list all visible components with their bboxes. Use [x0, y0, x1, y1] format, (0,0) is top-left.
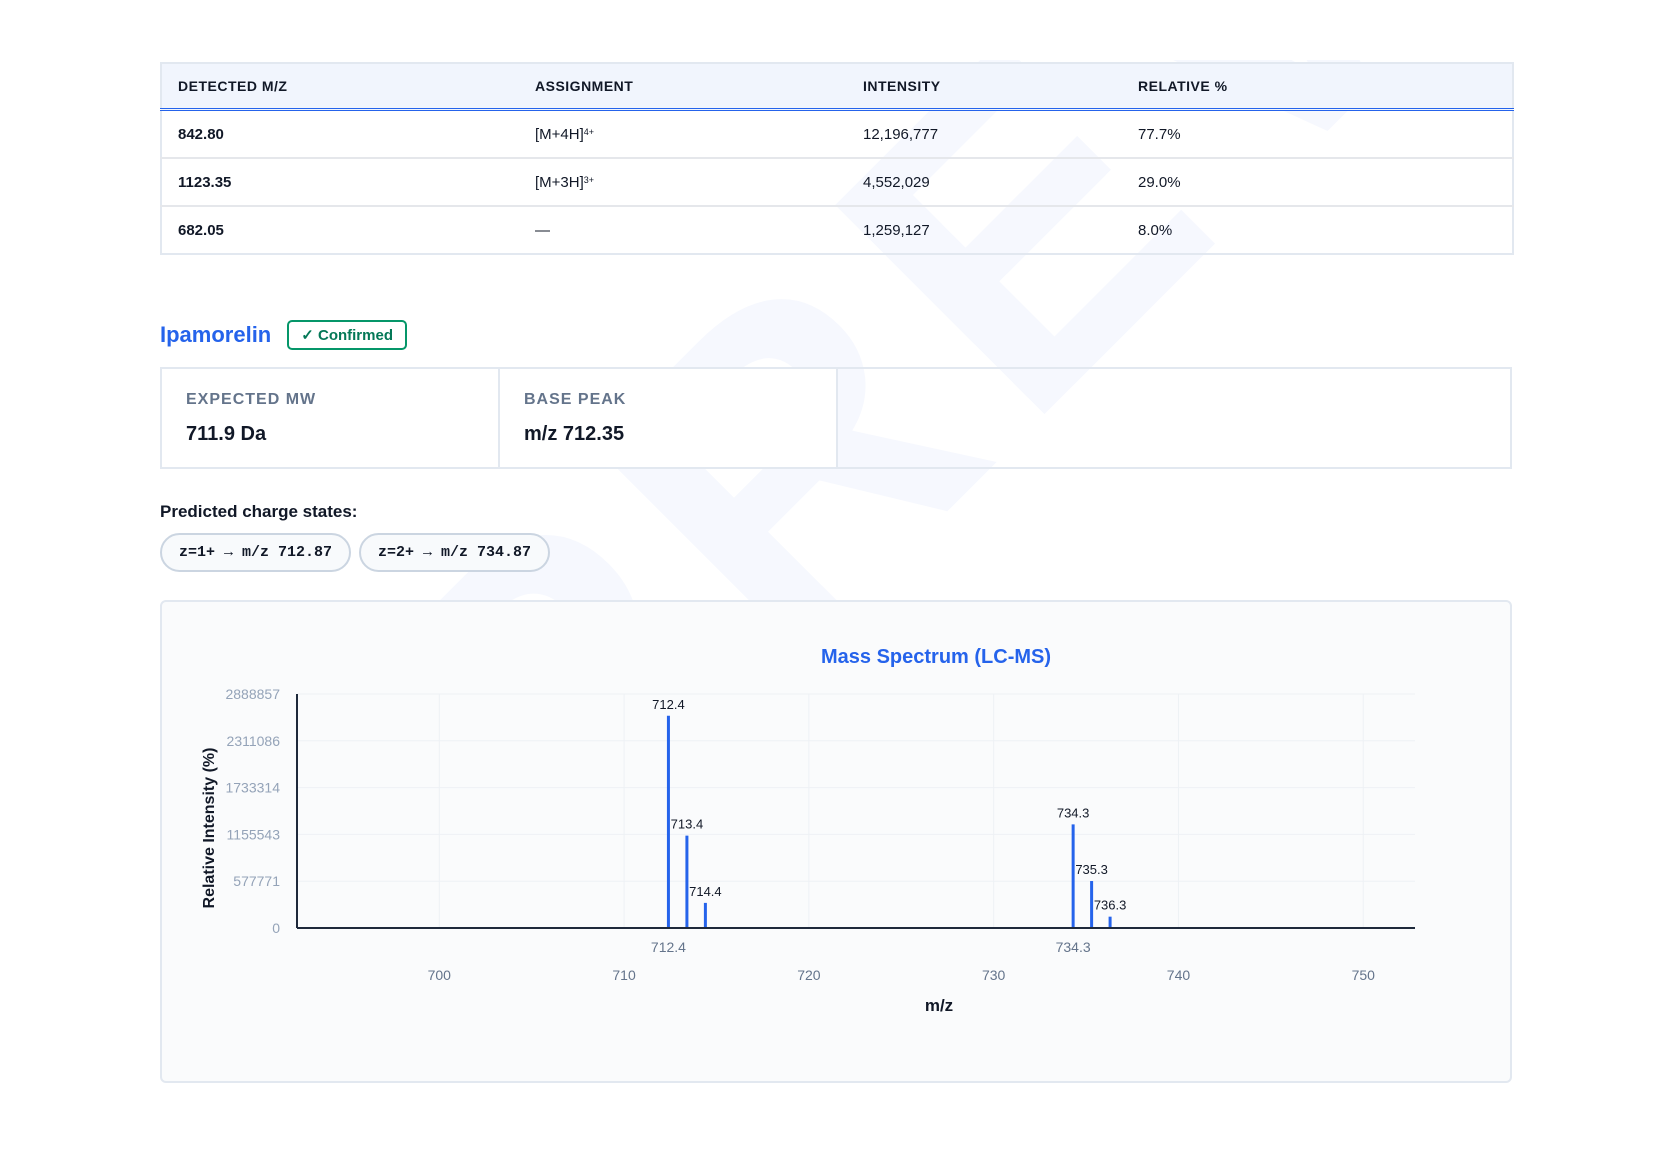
assignment-charge: 3+ [583, 174, 595, 185]
cell-relative: 8.0% [1138, 221, 1173, 239]
assignment-base: — [535, 221, 550, 239]
peptide-header: Ipamorelin ✓ Confirmed [160, 320, 407, 350]
results-table: DETECTED M/Z ASSIGNMENT INTENSITY RELATI… [160, 62, 1514, 255]
assignment-charge: 4+ [583, 126, 595, 137]
cell-assignment: — [519, 206, 847, 254]
column-header-relative: RELATIVE % [1122, 63, 1513, 111]
peak-label: 714.4 [689, 884, 722, 899]
assignment-base: [M+3H] [535, 173, 584, 191]
table-header-row: DETECTED M/Z ASSIGNMENT INTENSITY RELATI… [161, 63, 1513, 111]
stat-value: m/z 712.35 [524, 423, 625, 445]
axis-ticks: 0 577771 1155543 1733314 2311086 2888857 700 71… [225, 686, 1375, 983]
peak-label: 734.3 [1057, 805, 1090, 820]
column-header-detected-mz: DETECTED M/Z [161, 63, 519, 111]
mass-spectrum-card: Mass Spectrum (LC-MS) Relative Intensity… [160, 600, 1512, 1083]
peak-label: 735.3 [1075, 862, 1108, 877]
peak-tick-label: 712.4 [651, 939, 686, 955]
x-tick-label: 700 [428, 967, 452, 983]
x-axis-label: m/z [925, 996, 953, 1015]
y-tick-label: 2311086 [227, 733, 281, 749]
cell-assignment: [M+3H]3+ [519, 158, 847, 207]
peak-label: 736.3 [1094, 898, 1127, 913]
charge-state-chips: z=1+ → m/z 712.87 z=2+ → m/z 734.87 [160, 533, 551, 572]
y-tick-label: 1155543 [227, 826, 281, 842]
cell-intensity: 12,196,777 [847, 109, 1122, 159]
stat-expected-mw: EXPECTED MW 711.9 Da [162, 369, 500, 467]
y-tick-label: 2888857 [225, 686, 280, 702]
y-tick-label: 0 [272, 920, 280, 936]
assignment-base: [M+4H] [535, 125, 584, 143]
cell-mz: 842.80 [161, 109, 519, 159]
x-tick-label: 740 [1167, 967, 1191, 983]
table-row: 842.80 [M+4H]4+ 12,196,777 77.7% [161, 109, 1513, 159]
table-row: 682.05 — 1,259,127 8.0% [161, 206, 1513, 254]
x-tick-label: 730 [982, 967, 1006, 983]
column-header-intensity: INTENSITY [847, 63, 1122, 111]
charge-state-chip: z=2+ → m/z 734.87 [359, 533, 551, 572]
table-row: 1123.35 [M+3H]3+ 4,552,029 29.0% [161, 158, 1513, 207]
cell-mz: 1123.35 [161, 158, 519, 207]
axes [296, 694, 1415, 929]
cell-intensity: 4,552,029 [847, 158, 1122, 207]
peak-label: 713.4 [671, 817, 704, 832]
peak-bars: 712.4 713.4 714.4 734.3 735.3 736.3 [652, 697, 1126, 928]
peptide-name: Ipamorelin [160, 322, 272, 347]
report-content: DETECTED M/Z ASSIGNMENT INTENSITY RELATI… [160, 62, 1514, 1083]
x-tick-label: 750 [1352, 967, 1376, 983]
column-header-assignment: ASSIGNMENT [519, 63, 847, 111]
stat-base-peak: BASE PEAK m/z 712.35 [500, 369, 838, 467]
y-tick-label: 577771 [233, 873, 280, 889]
charge-state-chip: z=1+ → m/z 712.87 [160, 533, 352, 572]
y-axis-label: Relative Intensity (%) [201, 748, 218, 909]
stat-label: EXPECTED MW [186, 391, 317, 408]
cell-assignment: [M+4H]4+ [519, 109, 847, 159]
cell-relative: 77.7% [1122, 109, 1513, 159]
cell-mz: 682.05 [178, 221, 224, 239]
stat-label: BASE PEAK [524, 391, 627, 408]
mass-spectrum-chart: Mass Spectrum (LC-MS) Relative Intensity… [201, 646, 1415, 1015]
x-tick-label: 710 [612, 967, 636, 983]
peak-label: 712.4 [652, 697, 685, 712]
peptide-stats: EXPECTED MW 711.9 Da BASE PEAK m/z 712.3… [160, 367, 1512, 469]
cell-intensity: 1,259,127 [863, 221, 930, 239]
charge-states-title: Predicted charge states: [160, 502, 358, 521]
chart-title: Mass Spectrum (LC-MS) [821, 646, 1051, 668]
peak-tick-label: 734.3 [1056, 939, 1091, 955]
stat-value: 711.9 Da [186, 423, 267, 445]
x-tick-label: 720 [797, 967, 821, 983]
grid [297, 693, 1415, 928]
cell-relative: 29.0% [1122, 158, 1513, 207]
status-badge: ✓ Confirmed [287, 320, 407, 350]
y-tick-label: 1733314 [225, 780, 280, 796]
